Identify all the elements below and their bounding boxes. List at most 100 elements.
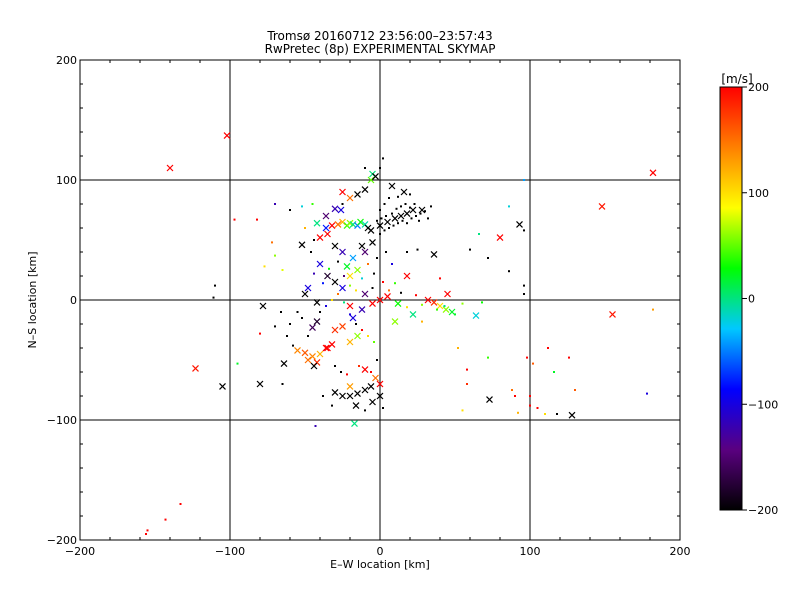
data-point-dot xyxy=(523,284,525,287)
data-point-cross xyxy=(361,186,369,194)
data-point-dot xyxy=(421,303,423,306)
data-point-cross xyxy=(361,366,369,374)
data-point-dot xyxy=(424,210,426,213)
data-point-cross xyxy=(391,318,399,326)
data-point-cross xyxy=(361,248,369,256)
data-point-cross xyxy=(346,194,354,202)
data-point-dot xyxy=(523,179,525,181)
data-point-dot xyxy=(404,203,407,205)
data-point-cross xyxy=(376,392,384,400)
data-point-cross xyxy=(337,206,345,214)
data-point-cross xyxy=(436,302,444,310)
data-point-cross xyxy=(316,350,324,358)
y-tick-label: −200 xyxy=(47,534,77,547)
data-point-cross xyxy=(367,176,375,184)
data-point-cross xyxy=(568,411,576,419)
data-point-cross xyxy=(376,222,384,230)
data-point-cross xyxy=(391,214,399,222)
data-point-dot xyxy=(466,383,468,385)
data-point-dot xyxy=(361,329,363,331)
data-point-dot xyxy=(574,389,576,391)
data-point-cross xyxy=(331,388,339,396)
data-point-dot xyxy=(349,313,351,316)
data-point-dot xyxy=(415,215,417,217)
data-point-dot xyxy=(337,260,339,263)
data-point-cross xyxy=(324,344,331,352)
data-point-dot xyxy=(529,395,531,397)
data-point-dot xyxy=(469,248,471,251)
data-point-dot xyxy=(400,291,402,294)
data-point-dot xyxy=(346,373,348,376)
data-point-cross xyxy=(328,222,336,230)
data-point-dot xyxy=(523,293,525,295)
data-point-cross xyxy=(331,326,339,334)
data-point-dot xyxy=(388,197,390,199)
data-point-dot xyxy=(439,277,441,280)
x-tick-label: 200 xyxy=(670,545,691,558)
data-point-cross xyxy=(192,364,199,372)
data-point-cross xyxy=(294,346,301,354)
data-point-dot xyxy=(334,365,336,367)
data-point-dot xyxy=(382,281,384,283)
data-point-cross xyxy=(369,398,376,406)
data-point-dot xyxy=(556,413,558,415)
data-point-cross xyxy=(339,392,346,400)
data-point-dot xyxy=(274,254,276,257)
data-point-dot xyxy=(274,325,276,328)
data-point-dot xyxy=(343,301,345,304)
data-point-dot xyxy=(385,251,387,253)
data-point-dot xyxy=(341,203,344,205)
data-point-cross xyxy=(369,238,376,246)
data-point-dot xyxy=(487,257,489,259)
data-point-dot xyxy=(391,212,393,215)
data-points xyxy=(145,132,657,535)
data-point-dot xyxy=(457,347,459,349)
data-point-dot xyxy=(164,518,167,521)
data-point-cross xyxy=(298,241,306,249)
data-point-dot xyxy=(427,217,429,220)
data-point-cross xyxy=(372,374,379,382)
data-point-dot xyxy=(388,289,390,292)
data-point-cross xyxy=(388,182,396,190)
data-point-cross xyxy=(649,169,657,177)
data-point-dot xyxy=(263,265,266,268)
data-point-dot xyxy=(436,308,438,311)
data-point-dot xyxy=(292,344,294,347)
data-point-dot xyxy=(406,222,408,225)
data-point-dot xyxy=(529,404,531,407)
data-point-dot xyxy=(409,193,411,196)
data-point-cross xyxy=(301,349,309,357)
data-point-cross xyxy=(324,272,331,280)
data-point-cross xyxy=(354,390,361,398)
data-point-dot xyxy=(544,413,546,415)
data-point-dot xyxy=(304,227,306,229)
data-point-dot xyxy=(514,395,516,397)
data-point-dot xyxy=(419,212,422,215)
data-point-dot xyxy=(379,167,381,169)
data-point-dot xyxy=(413,203,416,205)
data-point-dot xyxy=(406,251,408,253)
y-tick-label: 200 xyxy=(56,54,77,67)
data-point-dot xyxy=(481,301,483,304)
data-point-dot xyxy=(553,371,555,373)
data-point-dot xyxy=(383,203,386,205)
data-point-cross xyxy=(328,340,336,348)
data-point-cross xyxy=(301,290,309,298)
data-point-cross xyxy=(313,219,321,227)
data-point-dot xyxy=(536,407,539,409)
data-point-dot xyxy=(397,222,399,225)
data-point-dot xyxy=(301,317,303,319)
data-point-dot xyxy=(517,411,519,414)
data-point-cross xyxy=(316,260,324,268)
data-point-cross xyxy=(331,242,339,250)
data-point-cross xyxy=(280,360,288,368)
data-point-dot xyxy=(418,219,420,222)
data-point-dot xyxy=(259,332,261,335)
data-point-dot xyxy=(646,392,648,395)
data-point-cross xyxy=(334,220,342,228)
data-point-dot xyxy=(322,282,324,285)
data-point-dot xyxy=(508,270,510,273)
data-point-cross xyxy=(516,220,523,228)
data-point-dot xyxy=(652,308,654,311)
colorbar xyxy=(719,86,743,511)
